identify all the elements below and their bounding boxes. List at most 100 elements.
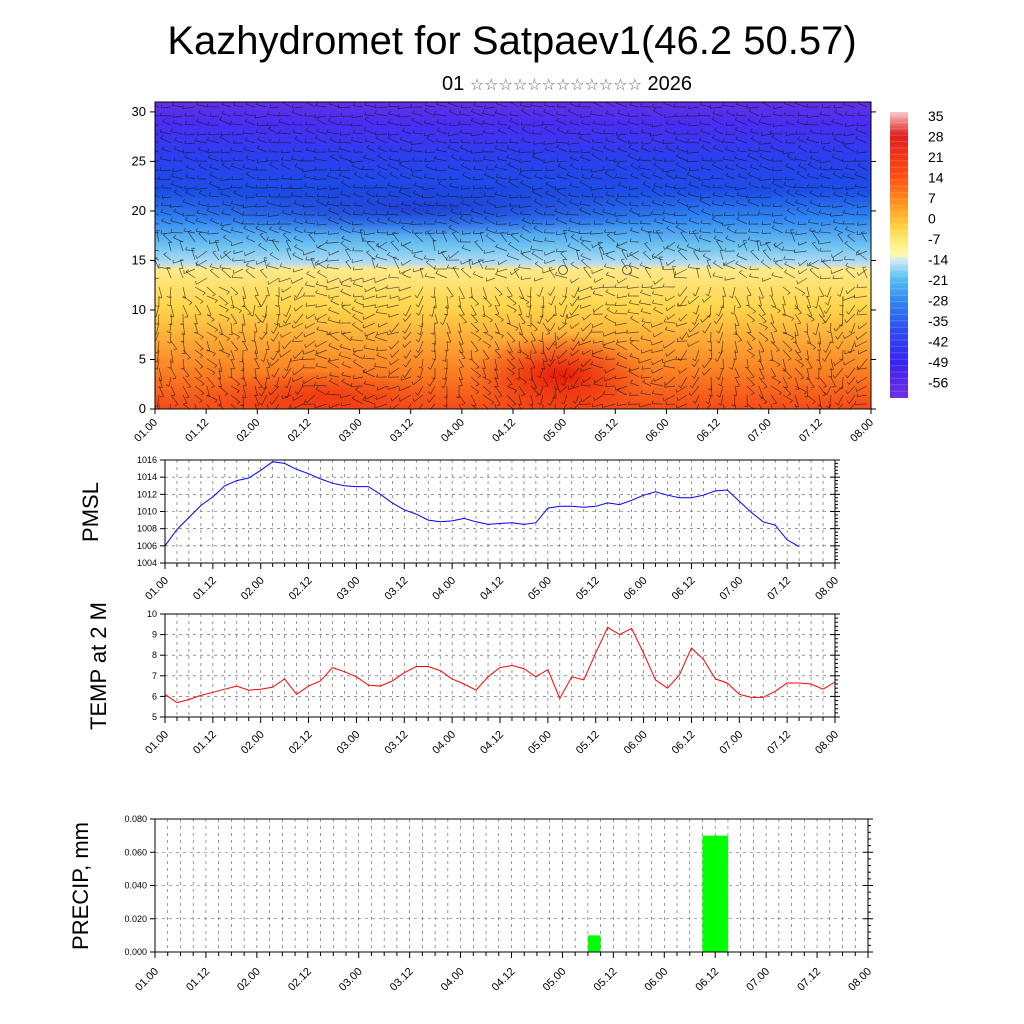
wind-barb	[281, 151, 292, 154]
wind-barb-flag	[709, 104, 712, 109]
wind-barb-flag	[316, 326, 319, 330]
wind-barb	[771, 214, 784, 217]
y-tick-label: 1016	[137, 455, 157, 465]
wind-barb-flag	[818, 209, 822, 213]
wind-barb	[329, 375, 340, 378]
wind-barb-flag	[748, 228, 751, 232]
wind-barb	[556, 232, 568, 236]
wind-barb-flag	[304, 324, 307, 329]
wind-barb-flag	[835, 345, 839, 350]
wind-barb	[362, 304, 376, 308]
wind-barb-flag	[209, 172, 213, 176]
wind-barb-flag	[461, 230, 464, 235]
wind-barb	[706, 260, 712, 270]
wind-barb	[856, 205, 868, 208]
wind-barb	[786, 156, 796, 162]
wind-barb	[806, 358, 813, 368]
wind-barb	[746, 286, 752, 296]
wind-barb-flag	[772, 176, 775, 181]
wind-barb-flag	[280, 99, 283, 101]
wind-barb	[155, 205, 160, 207]
wind-barb	[724, 277, 736, 281]
wind-barb	[169, 331, 172, 344]
wind-barb-flag	[621, 249, 626, 251]
wind-barb	[352, 324, 364, 333]
wind-barb	[447, 195, 460, 198]
wind-barb-flag	[170, 128, 173, 132]
x-tick-label: 03.00	[337, 966, 365, 994]
wind-barb-flag	[771, 180, 775, 184]
wind-barb	[173, 148, 184, 153]
wind-barb-flag	[519, 102, 522, 106]
wind-barb	[328, 358, 340, 362]
wind-barb	[412, 132, 424, 135]
wind-barb	[266, 358, 271, 368]
wind-barb-flag	[198, 146, 201, 150]
wind-barb	[734, 322, 738, 335]
wind-barb	[430, 403, 436, 409]
wind-barb	[296, 286, 304, 298]
wind-barb-flag	[806, 114, 809, 118]
wind-barb-flag	[362, 165, 365, 170]
wind-barb-flag	[256, 159, 259, 163]
wind-barb	[718, 331, 724, 344]
wind-barb	[563, 376, 568, 386]
wind-barb-flag	[449, 296, 454, 298]
wind-barb	[173, 122, 184, 126]
wind-barb-flag	[702, 330, 705, 334]
wind-barb-flag	[580, 154, 584, 158]
wind-barb	[696, 268, 700, 279]
wind-barb	[738, 175, 748, 180]
wind-barb	[430, 385, 436, 395]
wind-barb	[315, 354, 328, 360]
wind-barb	[399, 149, 412, 153]
wind-barb-flag	[603, 121, 606, 126]
wind-barb-flag	[519, 167, 522, 172]
wind-barb	[832, 173, 844, 180]
wind-barb-flag	[329, 102, 332, 105]
wind-barb-flag	[376, 352, 380, 356]
wind-barb	[858, 102, 868, 108]
wind-barb	[184, 156, 196, 162]
wind-barb-flag	[295, 391, 298, 395]
wind-barb	[562, 304, 568, 318]
wind-barb-flag	[459, 210, 462, 215]
wind-barb	[470, 367, 481, 376]
wind-barb	[305, 222, 316, 225]
wind-barb-flag	[277, 111, 280, 116]
wind-barb-flag	[488, 381, 492, 385]
wind-barb-flag	[763, 401, 767, 404]
wind-barb-flag	[329, 372, 332, 376]
wind-barb	[820, 175, 832, 180]
wind-barb-flag	[726, 225, 730, 229]
wind-barb	[304, 176, 316, 180]
wind-barb-flag	[389, 361, 391, 366]
wind-barb-flag	[415, 392, 418, 396]
wind-barb-flag	[701, 157, 704, 161]
wind-barb	[243, 205, 256, 208]
wind-barb-flag	[219, 264, 222, 268]
x-tick-label: 08.00	[813, 575, 841, 603]
wind-barb	[680, 313, 688, 322]
wind-barb-flag	[341, 179, 345, 183]
wind-barb-flag	[436, 191, 439, 196]
wind-barb-flag	[705, 401, 709, 404]
wind-barb-flag	[326, 239, 328, 244]
wind-barb	[435, 169, 448, 172]
wind-barb-flag	[375, 294, 378, 298]
wind-barb-flag	[797, 221, 800, 225]
wind-barb-flag	[468, 297, 473, 299]
wind-barb	[218, 385, 229, 395]
wind-barb	[482, 367, 487, 378]
wind-barb-flag	[413, 411, 415, 414]
wind-barb-flag	[404, 409, 406, 412]
wind-barb	[483, 195, 496, 198]
wind-barb	[375, 245, 388, 252]
colorbar-label: -42	[928, 334, 948, 350]
wind-barb-flag	[212, 294, 216, 297]
wind-barb-flag	[534, 261, 539, 264]
wind-barb-flag	[485, 165, 488, 170]
wind-barb	[518, 322, 524, 335]
wind-barb	[293, 367, 304, 376]
